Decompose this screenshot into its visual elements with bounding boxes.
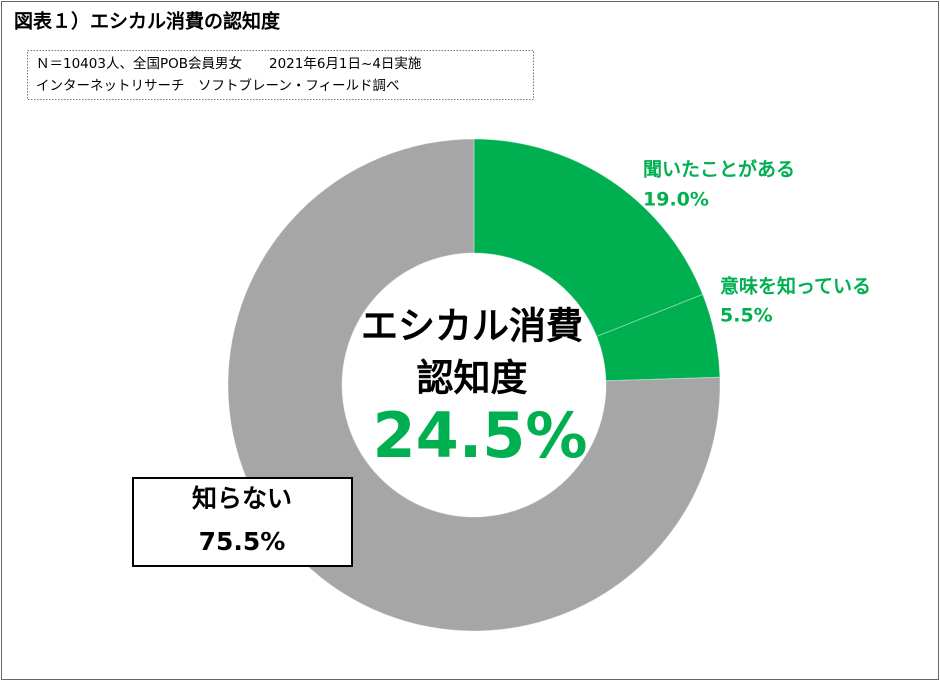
note-box [27, 50, 534, 100]
center-value: 24.5% [372, 399, 587, 472]
slice-label: 聞いたことがある [643, 158, 795, 181]
note: インターネットリサーチ ソフトブレーン・フィールド調べ [36, 77, 400, 94]
slice-label: 知らない [192, 484, 292, 513]
chart-title: 図表１）エシカル消費の認知度 [14, 10, 281, 33]
note: Ｎ＝10403人、全国POB会員男女 2021年6月1日~4日実施 [36, 55, 422, 72]
value-label: 5.5% [720, 305, 773, 327]
center-text: エシカル消費 [361, 305, 583, 348]
slice-label: 意味を知っている [720, 275, 871, 298]
slice [596, 293, 721, 382]
slice [473, 138, 704, 338]
center-text: 認知度 [417, 357, 528, 400]
value-label: 75.5% [199, 527, 286, 556]
label-box [132, 477, 353, 567]
value-label: 19.0% [643, 189, 709, 211]
